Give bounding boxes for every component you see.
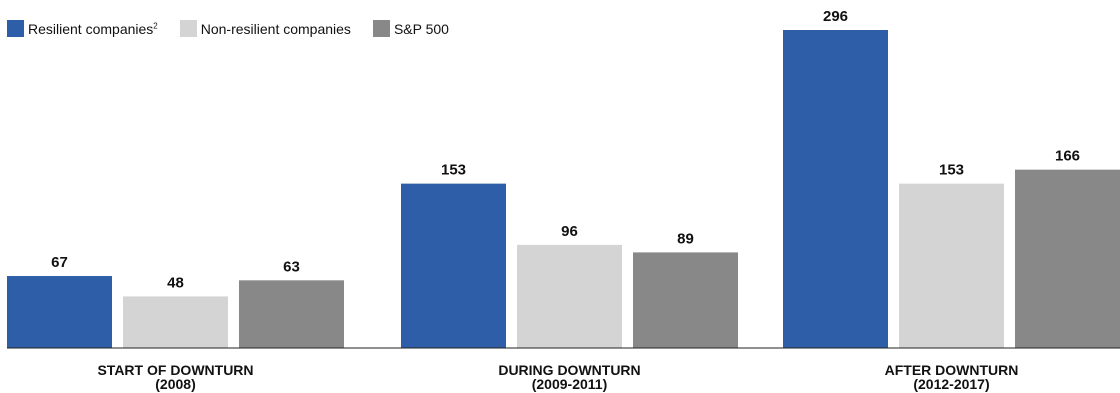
legend-label-resilient: Resilient companies2: [28, 20, 158, 37]
legend: Resilient companies2 Non-resilient compa…: [7, 20, 471, 37]
legend-label-sp500: S&P 500: [393, 20, 449, 37]
category-sublabel-2: (2009-2011): [532, 376, 608, 392]
legend-item-sp500: S&P 500: [372, 20, 449, 37]
bar-resilient-2: [401, 183, 506, 348]
bar-non-resilient-1: [123, 296, 228, 348]
bar-sp500-3: [1015, 169, 1120, 348]
value-label-resilient-2: 153: [441, 162, 466, 179]
bar-sp500-1: [239, 280, 344, 348]
category-label-3: AFTER DOWNTURN: [885, 362, 1019, 378]
bar-resilient-3: [783, 30, 888, 348]
value-label-non-resilient-1: 48: [167, 274, 184, 291]
bar-non-resilient-2: [517, 244, 622, 348]
legend-swatch-sp500: [372, 20, 390, 37]
value-label-resilient-1: 67: [51, 254, 68, 271]
value-label-non-resilient-2: 96: [561, 223, 578, 240]
legend-footnote-mark: 2: [153, 20, 158, 30]
category-label-1: START OF DOWNTURN: [97, 362, 253, 378]
legend-item-non-resilient: Non-resilient companies: [179, 20, 351, 37]
value-label-sp500-2: 89: [677, 230, 694, 247]
value-label-sp500-3: 166: [1055, 148, 1080, 165]
legend-label-non-resilient: Non-resilient companies: [200, 20, 351, 37]
legend-item-resilient: Resilient companies2: [7, 20, 158, 37]
value-label-sp500-1: 63: [283, 258, 300, 275]
legend-swatch-resilient: [7, 20, 24, 37]
bar-resilient-1: [7, 276, 112, 348]
bar-sp500-2: [633, 252, 738, 348]
category-sublabel-3: (2012-2017): [913, 376, 989, 392]
category-sublabel-1: (2008): [155, 376, 195, 392]
legend-swatch-non-resilient: [179, 20, 197, 37]
bar-non-resilient-3: [899, 183, 1004, 348]
category-label-2: DURING DOWNTURN: [498, 362, 640, 378]
value-label-non-resilient-3: 153: [939, 162, 964, 179]
value-label-resilient-3: 296: [823, 8, 848, 25]
